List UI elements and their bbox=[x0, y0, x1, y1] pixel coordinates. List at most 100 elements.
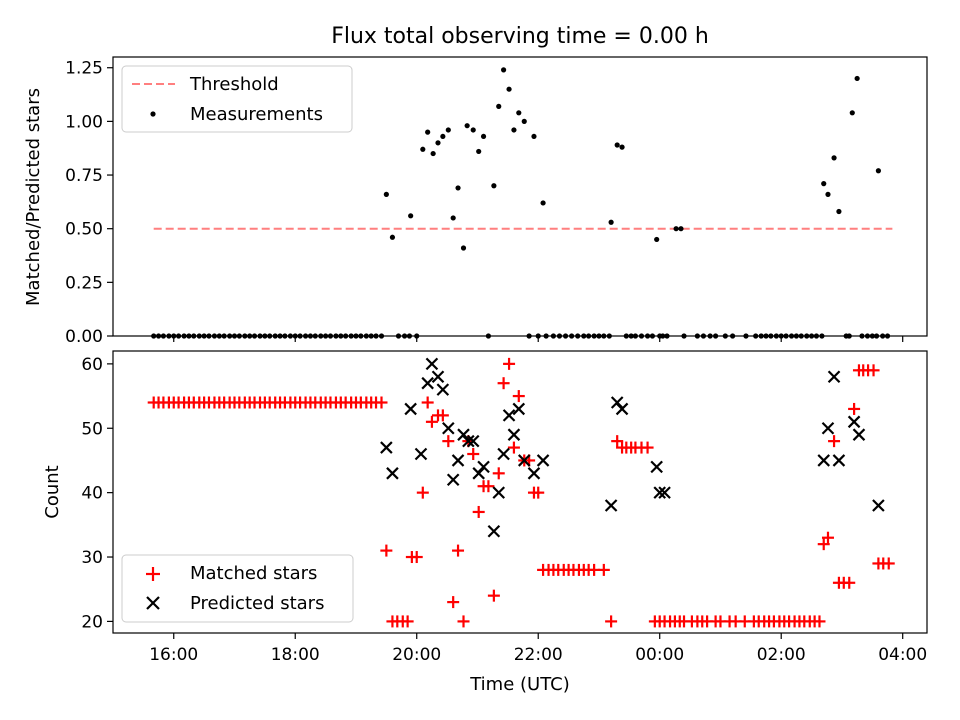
measurement-point bbox=[506, 86, 512, 92]
measurement-point bbox=[875, 168, 882, 174]
predicted-star-marker bbox=[512, 402, 526, 416]
matched-star-marker bbox=[597, 563, 610, 576]
measurement-point bbox=[619, 144, 625, 150]
count-y-tick-label: 40 bbox=[81, 484, 103, 504]
predicted-star-marker bbox=[451, 454, 465, 467]
matched-star-marker bbox=[401, 615, 414, 628]
matched-star-marker bbox=[436, 409, 449, 422]
ratio-y-tick-label: 0.25 bbox=[65, 273, 103, 293]
predicted-star-marker bbox=[477, 460, 490, 474]
measurement-point bbox=[678, 226, 684, 232]
predicted-star-marker bbox=[536, 454, 550, 467]
matched-star-marker bbox=[442, 435, 455, 448]
matched-star-marker bbox=[611, 435, 624, 448]
matched-star-marker bbox=[821, 531, 834, 544]
count-axes-ticks: 20 30 40 50 60 16:00 18:00 20:00 22:00 00:00 02:00… bbox=[81, 355, 927, 665]
legend-predicted-label: Predicted stars bbox=[190, 593, 324, 614]
measurement-point bbox=[516, 110, 522, 116]
measurement-point bbox=[440, 133, 446, 140]
measurement-point bbox=[836, 208, 842, 215]
measurement-point bbox=[460, 245, 467, 251]
measurement-point bbox=[673, 226, 679, 232]
measurement-point bbox=[480, 133, 487, 140]
predicted-star-marker bbox=[847, 415, 861, 429]
matched-star-marker bbox=[507, 441, 520, 454]
matched-star-marker bbox=[843, 576, 856, 589]
predicted-star-marker bbox=[650, 460, 663, 474]
matched-star-marker bbox=[416, 486, 429, 499]
predicted-star-marker bbox=[497, 447, 510, 461]
measurement-point bbox=[455, 185, 461, 191]
measurement-point bbox=[435, 140, 441, 146]
figure-title: Flux total observing time = 0.00 h bbox=[331, 24, 709, 49]
count-plot-area bbox=[147, 357, 895, 628]
predicted-star-marker bbox=[872, 499, 885, 512]
ratio-axes-ticks: 0.00 0.25 0.50 0.75 1.00 1.25 bbox=[65, 59, 904, 347]
matched-star-marker bbox=[487, 589, 500, 602]
matched-star-marker bbox=[867, 364, 880, 377]
predicted-star-marker bbox=[462, 434, 475, 448]
legend-measurements-swatch bbox=[150, 111, 156, 117]
measurement-point bbox=[491, 183, 497, 189]
matched-star-marker bbox=[503, 357, 516, 370]
count-x-tick-label: 18:00 bbox=[271, 645, 320, 665]
predicted-star-marker bbox=[615, 402, 629, 416]
ratio-y-tick-label: 1.00 bbox=[65, 112, 103, 132]
measurement-point bbox=[476, 148, 482, 155]
predicted-star-marker bbox=[414, 447, 428, 461]
predicted-star-marker bbox=[466, 434, 480, 448]
measurement-point bbox=[521, 118, 527, 124]
matched-star-marker bbox=[467, 448, 480, 461]
measurement-point bbox=[614, 142, 620, 148]
count-legend-box bbox=[121, 554, 354, 623]
predicted-star-marker bbox=[610, 396, 624, 409]
predicted-star-marker bbox=[832, 454, 846, 467]
x-axis-label: Time (UTC) bbox=[469, 674, 570, 695]
predicted-star-marker bbox=[386, 467, 399, 480]
count-y-tick-label: 60 bbox=[81, 355, 103, 375]
measurement-point bbox=[654, 236, 660, 243]
measurement-point bbox=[531, 133, 537, 140]
measurement-point bbox=[420, 146, 426, 152]
legend-threshold-label: Threshold bbox=[189, 74, 279, 95]
matched-star-marker bbox=[813, 615, 826, 628]
ratio-legend: Threshold Measurements bbox=[121, 65, 353, 133]
matched-star-marker bbox=[482, 480, 495, 493]
legend-matched-swatch bbox=[146, 567, 160, 581]
predicted-star-marker bbox=[507, 428, 521, 441]
count-y-axis-label: Count bbox=[42, 465, 63, 518]
matched-star-marker bbox=[532, 486, 545, 499]
predicted-star-marker bbox=[827, 370, 841, 384]
measurement-point bbox=[445, 127, 451, 133]
measurement-point bbox=[425, 129, 431, 135]
matched-star-marker bbox=[425, 415, 438, 428]
count-x-tick-label: 02:00 bbox=[757, 645, 806, 665]
predicted-star-marker bbox=[442, 421, 455, 435]
predicted-star-marker bbox=[527, 467, 541, 480]
measurement-point bbox=[389, 234, 396, 240]
predicted-star-marker bbox=[821, 421, 835, 435]
measurement-point bbox=[500, 67, 507, 73]
predicted-star-marker bbox=[404, 402, 417, 416]
predicted-star-marker bbox=[457, 428, 470, 441]
predicted-star-marker bbox=[487, 524, 501, 538]
count-x-tick-label: 16:00 bbox=[149, 645, 198, 665]
ratio-panel: 0.00 0.25 0.50 0.75 1.00 1.25 Matched/Predict… bbox=[23, 56, 928, 347]
measurement-point bbox=[608, 219, 614, 225]
matched-star-marker bbox=[457, 615, 470, 628]
count-y-tick-label: 20 bbox=[81, 612, 103, 632]
ratio-plot-area bbox=[151, 67, 893, 339]
measurement-point bbox=[470, 127, 476, 133]
ratio-legend-box bbox=[121, 65, 353, 133]
measurement-point bbox=[831, 155, 837, 161]
ratio-y-tick-label: 0.75 bbox=[65, 166, 103, 186]
matched-star-marker bbox=[512, 390, 525, 403]
matched-star-marker bbox=[817, 538, 830, 551]
measurement-point bbox=[383, 191, 389, 197]
predicted-star-marker bbox=[502, 409, 516, 422]
count-panel: 20 30 40 50 60 16:00 18:00 20:00 22:00 00:00 02:00… bbox=[42, 350, 928, 695]
matched-star-marker bbox=[492, 467, 505, 480]
measurement-point bbox=[408, 213, 414, 219]
matched-star-marker bbox=[410, 551, 423, 564]
predicted-star-marker bbox=[852, 428, 866, 441]
